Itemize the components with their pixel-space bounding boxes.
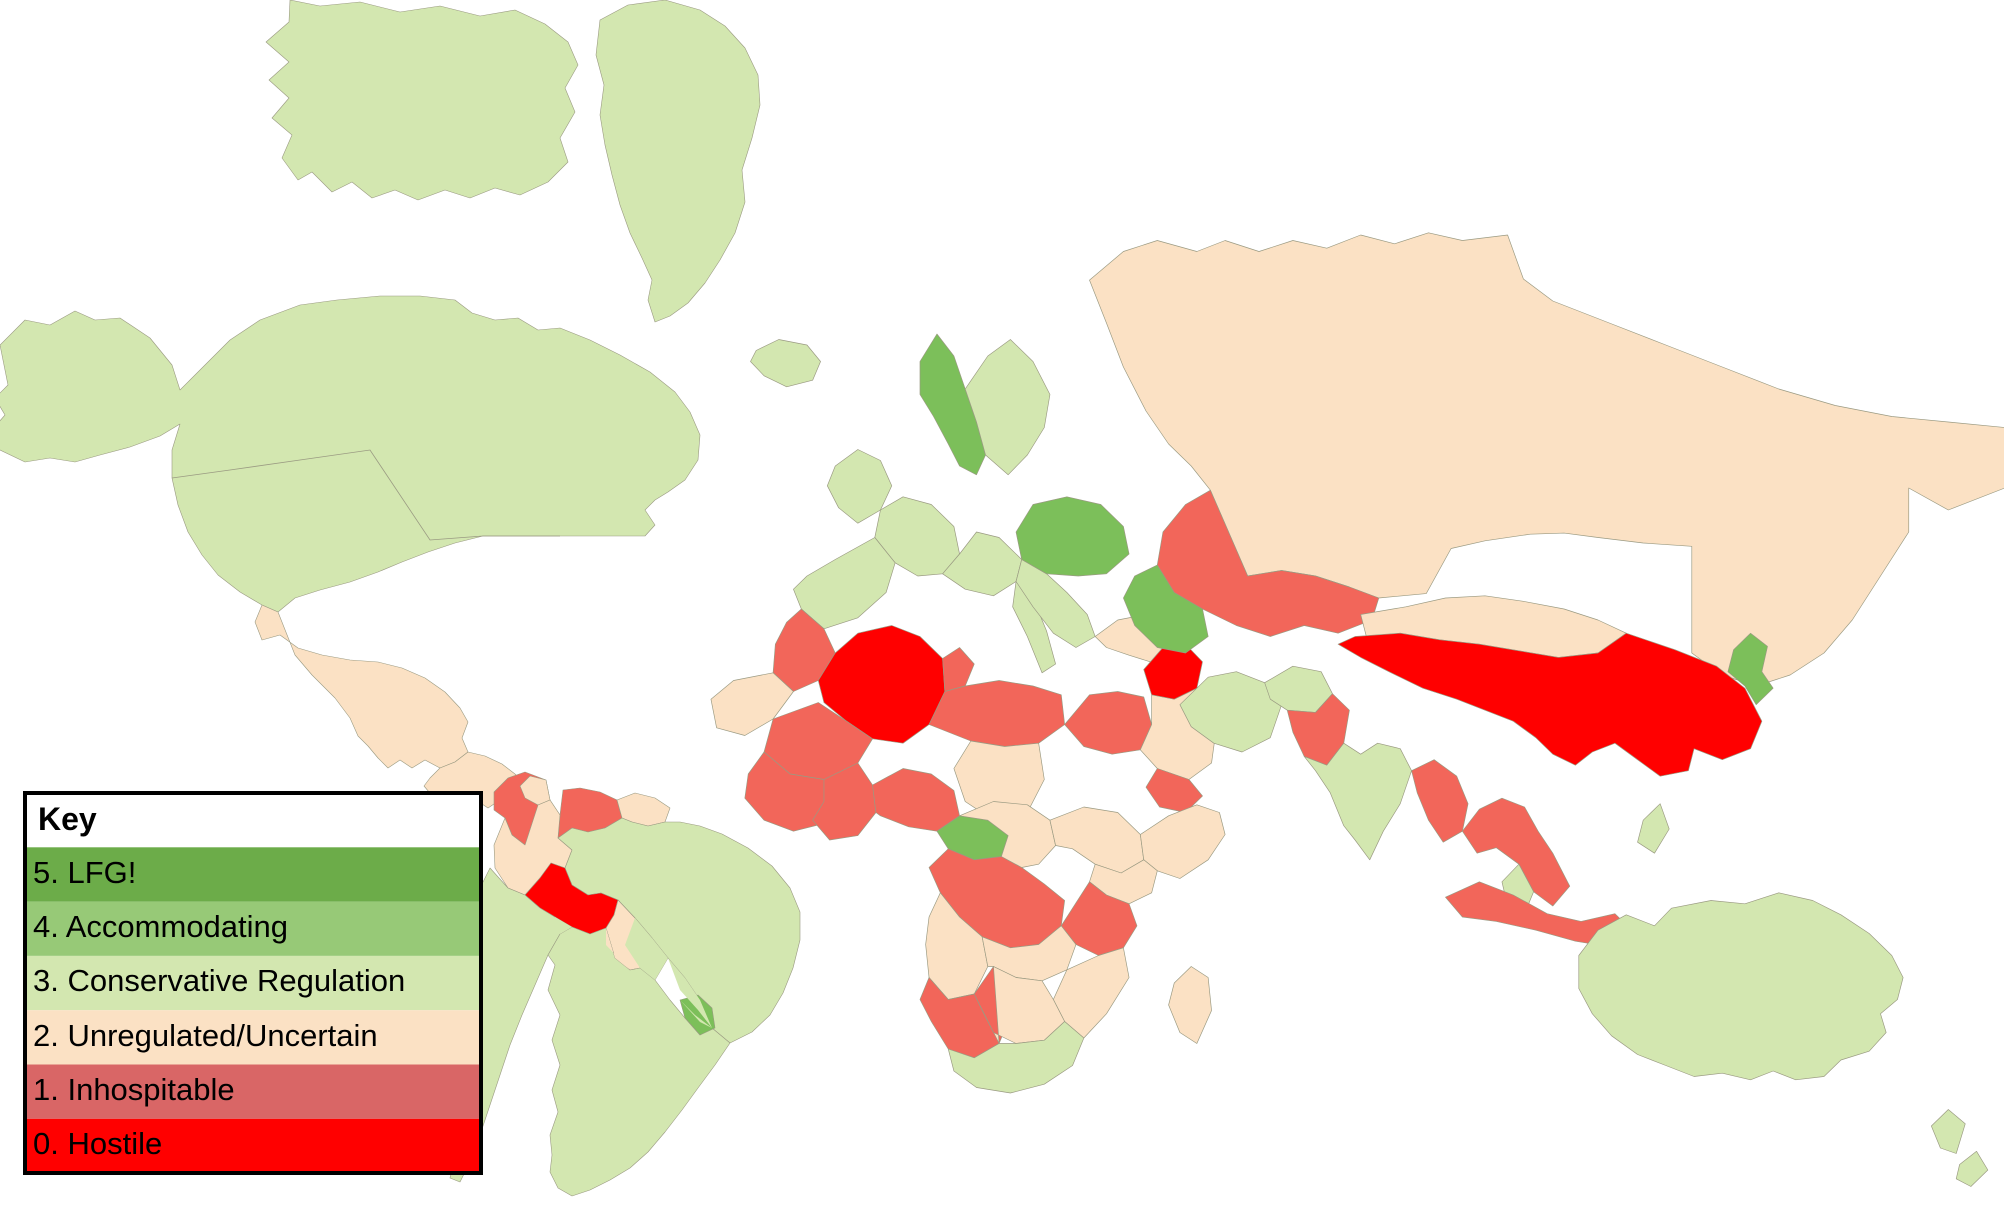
svg-text:1. Inhospitable: 1. Inhospitable — [33, 1072, 235, 1107]
svg-text:Key: Key — [38, 801, 97, 837]
svg-text:3. Conservative Regulation: 3. Conservative Regulation — [33, 963, 405, 998]
svg-text:2. Unregulated/Uncertain: 2. Unregulated/Uncertain — [33, 1018, 378, 1053]
svg-text:4. Accommodating: 4. Accommodating — [33, 909, 288, 944]
svg-text:5. LFG!: 5. LFG! — [33, 855, 136, 890]
svg-text:0. Hostile: 0. Hostile — [33, 1126, 162, 1161]
